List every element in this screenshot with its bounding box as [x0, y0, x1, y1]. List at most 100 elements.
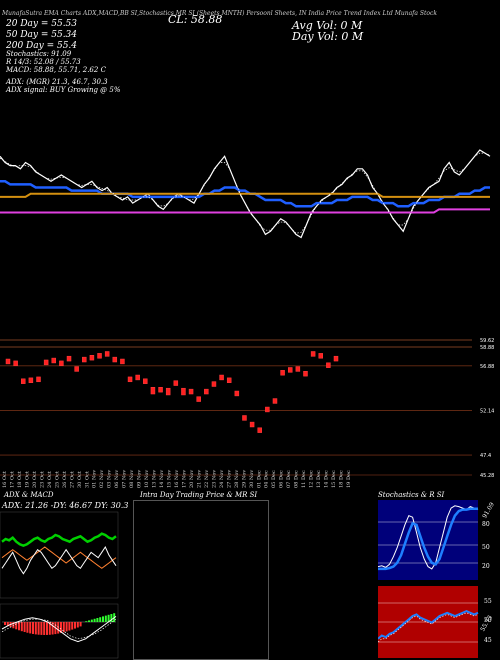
date-label: 06 Dec: [279, 470, 285, 488]
date-label: 24 Nov: [219, 470, 225, 488]
macd-hist-bar: [74, 622, 76, 629]
stoch-level-20: 20: [482, 563, 490, 570]
candle: [326, 362, 331, 368]
price-line-2: [0, 192, 490, 198]
stoch-r-label: R 14/3: 52.08 / 55.73: [6, 58, 81, 66]
adx-line-2: [1, 545, 117, 575]
ema20-label: 20 Day = 55.53: [6, 19, 78, 29]
candle: [66, 355, 72, 362]
candle: [143, 378, 148, 384]
candle: [280, 370, 285, 376]
date-label: 07 Dec: [286, 470, 292, 488]
date-label: 09 Nov: [137, 470, 143, 488]
macd-hist-bar: [15, 622, 18, 630]
rsi-level-55: 55: [484, 598, 492, 605]
candle: [150, 387, 156, 395]
macd-hist-bar: [43, 622, 46, 635]
date-label: 17 Nov: [182, 470, 188, 488]
macd-hist-bar: [32, 622, 34, 634]
candle: [287, 367, 293, 373]
macd-hist-bar: [51, 622, 54, 635]
candle: [242, 415, 247, 421]
candle: [234, 390, 240, 397]
date-label: 30 Oct: [77, 471, 83, 488]
candle: [257, 427, 262, 433]
macd-hist-bar: [90, 619, 93, 622]
candle: [165, 387, 171, 396]
adx-line-0: [1, 532, 117, 548]
macd-line: [1, 615, 117, 643]
candle: [97, 353, 102, 359]
macd-hist-bar: [29, 622, 32, 634]
candle: [318, 353, 323, 359]
price-line-1: [0, 180, 490, 208]
macd-hist-bar: [104, 615, 107, 622]
candle: [28, 377, 34, 383]
candle: [333, 355, 339, 362]
candle: [82, 356, 87, 363]
date-label: 01 Nov: [92, 470, 98, 488]
macd-hist-bar: [46, 622, 48, 635]
candle: [104, 351, 110, 357]
date-label: 11 Dec: [301, 470, 307, 488]
price-level-label: 56.88: [480, 364, 494, 370]
macd-hist-bar: [110, 614, 113, 622]
adx-signal-label: ADX signal: BUY Growing @ 5%: [6, 86, 121, 94]
macd-hist-bar: [6, 622, 9, 627]
candle: [173, 380, 179, 386]
date-label: 14 Dec: [324, 470, 330, 488]
price-line-3: [0, 208, 490, 214]
date-label: 08 Nov: [129, 470, 135, 488]
date-label: 02 Nov: [99, 470, 105, 488]
adx-macd-title: ADX & MACD: [4, 491, 54, 499]
macd-hist-bar: [102, 616, 104, 622]
candle: [51, 357, 57, 364]
price-dotted-line: [0, 152, 491, 234]
intraday-title: Intra Day Trading Price & MR SI: [140, 491, 258, 499]
macd-hist-bar: [79, 622, 82, 627]
rsi-level-50: 50: [484, 617, 492, 624]
date-label: 05 Dec: [271, 470, 277, 488]
macd-label: MACD: 58.88, 55.71, 2.62 C: [6, 66, 106, 74]
date-label: 17 Oct: [10, 471, 16, 488]
adx-line-1: [1, 546, 117, 569]
date-label: 01 Dec: [256, 470, 262, 488]
candle: [211, 381, 217, 387]
date-label: 30 Nov: [249, 470, 255, 488]
candle: [188, 388, 194, 395]
price-level-label: 45.28: [480, 473, 494, 479]
macd-hist-bar: [23, 622, 26, 633]
stoch-line-0: [378, 505, 479, 570]
stoch-line-1: [378, 507, 478, 571]
date-label: 24 Oct: [47, 471, 53, 488]
stoch-level-50: 50: [482, 544, 490, 551]
candle: [59, 360, 64, 367]
date-label: 29 Nov: [241, 470, 247, 488]
macd-signal-line: [1, 618, 117, 640]
date-label: 31 Oct: [84, 471, 90, 488]
date-label: 12 Dec: [309, 470, 315, 488]
candle: [219, 374, 224, 381]
macd-hist-bar: [71, 622, 74, 630]
candle: [303, 371, 308, 377]
macd-hist-bar: [34, 622, 37, 635]
intraday-panel: [133, 500, 269, 660]
date-label: 19 Oct: [24, 471, 30, 488]
stoch-title: Stochastics & R SI: [378, 491, 445, 499]
stoch-level-80: 80: [482, 521, 490, 528]
date-label: 23 Oct: [39, 471, 45, 488]
date-label: 13 Dec: [316, 470, 322, 488]
adx-macd-panel: [0, 511, 119, 659]
macd-hist-bar: [60, 622, 62, 633]
stochastics-label: Stochastics: 91.09: [6, 50, 72, 58]
date-label: 21 Nov: [196, 470, 202, 488]
date-label: 14 Nov: [159, 470, 165, 488]
rsi-level-45: 45: [484, 637, 492, 644]
ema200-label: 200 Day = 55.4: [6, 41, 78, 51]
date-label: 26 Oct: [62, 471, 68, 488]
macd-hist-bar: [62, 622, 65, 633]
candle: [226, 377, 232, 383]
candle: [272, 398, 278, 404]
chart-header-line: MunafaSutra EMA Charts ADX,MACD,BB SI,St…: [2, 10, 437, 17]
